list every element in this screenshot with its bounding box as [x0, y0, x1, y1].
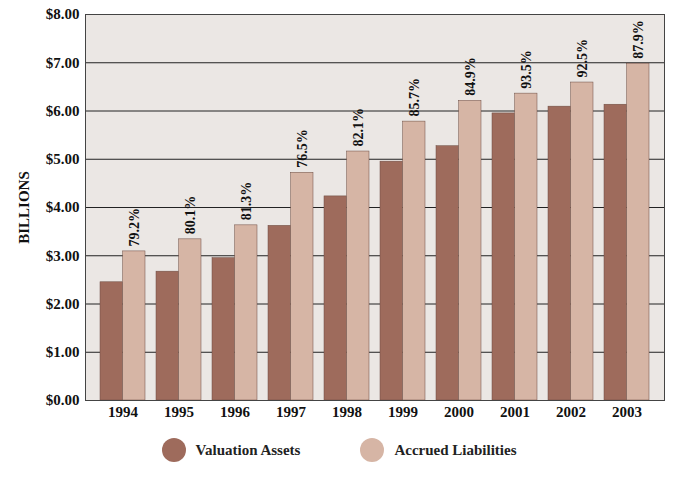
svg-text:76.5%: 76.5% [295, 129, 310, 168]
html-text:Valuation Assets: Valuation Assets [195, 441, 301, 458]
svg-text:92.5%: 92.5% [575, 39, 590, 78]
svg-text:80.1%: 80.1% [183, 196, 198, 235]
svg-text:81.3%: 81.3% [239, 182, 254, 221]
svg-text:85.7%: 85.7% [407, 78, 422, 117]
svg-text:$8.00: $8.00 [46, 6, 80, 22]
svg-text:1994: 1994 [108, 404, 139, 420]
svg-text:2002: 2002 [556, 404, 586, 420]
svg-text:87.9%: 87.9% [631, 20, 646, 59]
svg-text:1996: 1996 [220, 404, 251, 420]
svg-text:$6.00: $6.00 [46, 103, 80, 119]
svg-text:2000: 2000 [444, 404, 474, 420]
svg-text:79.2%: 79.2% [127, 208, 142, 247]
svg-text:$2.00: $2.00 [46, 296, 80, 312]
svg-text:$3.00: $3.00 [46, 248, 80, 264]
svg-text:1995: 1995 [164, 404, 194, 420]
svg-text:$1.00: $1.00 [46, 344, 80, 360]
html-text:Accrued Liabilities: Accrued Liabilities [394, 441, 517, 458]
svg-text:2003: 2003 [612, 404, 642, 420]
svg-text:1997: 1997 [276, 404, 307, 420]
svg-text:1999: 1999 [388, 404, 418, 420]
svg-text:2001: 2001 [500, 404, 530, 420]
svg-text:$5.00: $5.00 [46, 151, 80, 167]
svg-text:82.1%: 82.1% [351, 108, 366, 147]
svg-text:93.5%: 93.5% [519, 50, 534, 89]
svg-text:84.9%: 84.9% [463, 57, 478, 96]
svg-text:BILLIONS: BILLIONS [16, 171, 32, 244]
svg-text:$0.00: $0.00 [46, 392, 80, 408]
svg-text:1998: 1998 [332, 404, 362, 420]
svg-text:$7.00: $7.00 [46, 55, 80, 71]
svg-text:$4.00: $4.00 [46, 199, 80, 215]
